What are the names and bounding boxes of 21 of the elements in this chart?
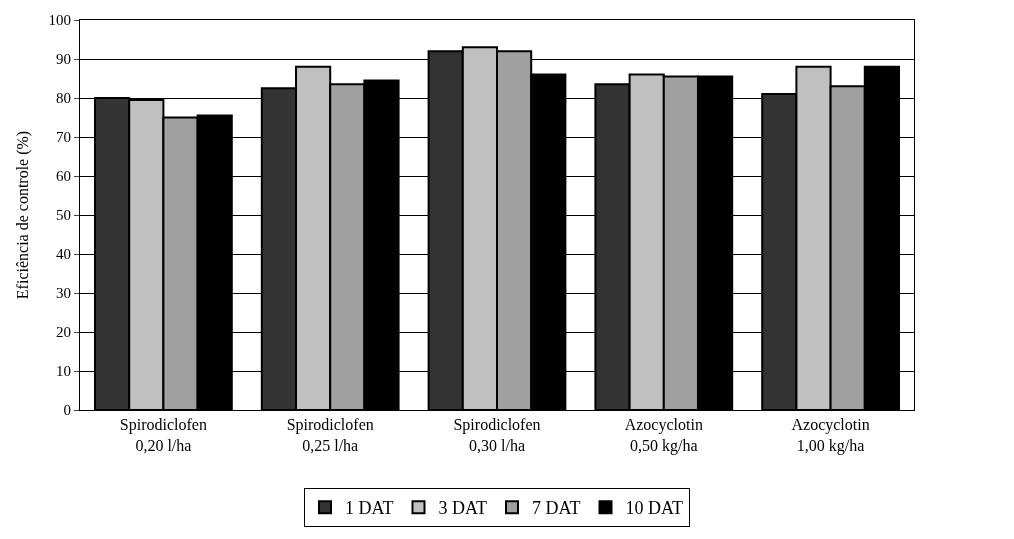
x-tick-label: Azocyclotin 1,00 kg/ha [791,416,870,455]
x-tick-label: Azocyclotin 0,50 kg/ha [624,416,703,455]
y-tick-label: 30 [56,285,71,302]
y-tick-label: 100 [48,12,71,29]
y-tick-label: 80 [56,90,71,107]
y-tick-label: 20 [56,324,71,341]
y-axis-title: Eficiência de controle (%) [14,130,33,300]
x-tick-label: Spirodiclofen 0,20 l/ha [119,416,207,454]
legend-label: 10 DAT [625,498,684,519]
legend-label: 7 DAT [532,498,581,519]
y-tick-label: 60 [56,168,71,185]
y-tick-label: 40 [56,246,71,263]
x-tick-label: Spirodiclofen 0,30 l/ha [453,416,541,454]
legend-label: 1 DAT [345,498,394,519]
y-tick-label: 0 [63,402,71,419]
legend-label: 3 DAT [438,498,488,519]
y-tick-label: 70 [56,129,71,146]
y-tick-label: 50 [56,207,71,224]
y-tick-label: 90 [56,51,71,68]
y-tick-label: 10 [56,363,71,380]
x-tick-label: Spirodiclofen 0,25 l/ha [286,416,374,454]
